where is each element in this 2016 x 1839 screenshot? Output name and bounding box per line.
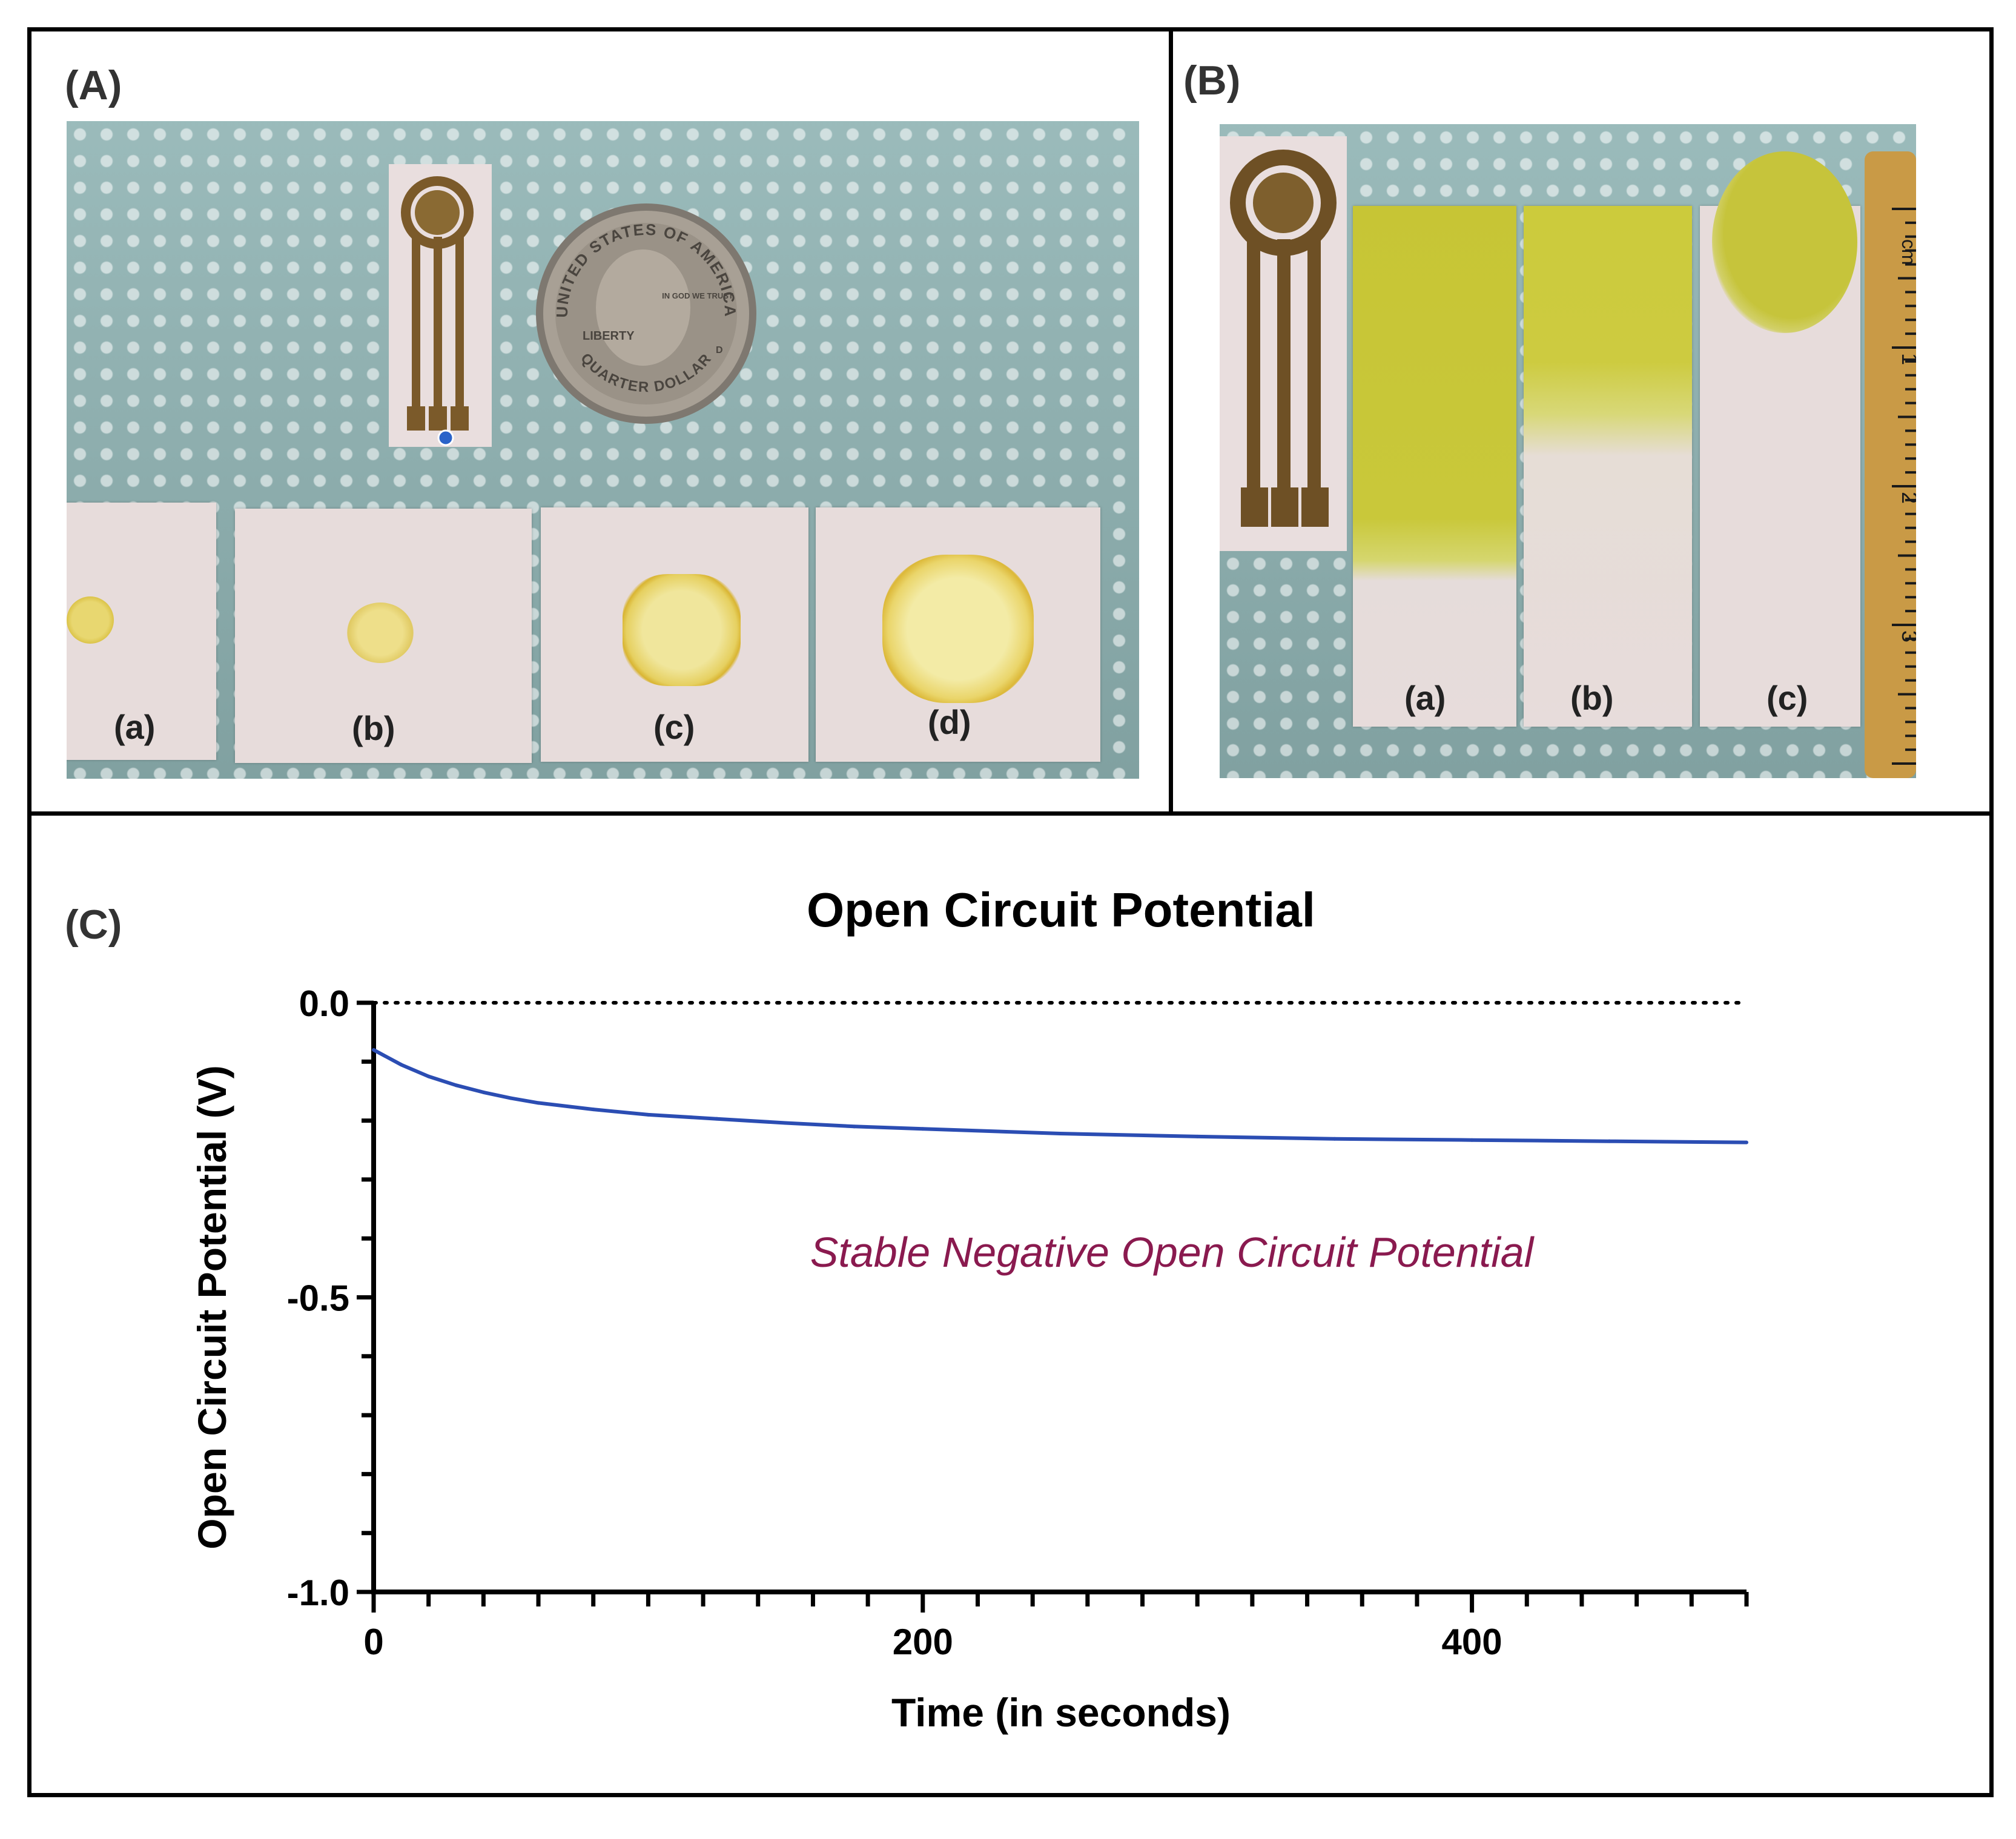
panel-a-photo: UNITED STATES OF AMERICA QUARTER DOLLAR …: [67, 121, 1139, 779]
y-tick-label: -0.5: [287, 1278, 349, 1319]
data-point: [784, 1121, 788, 1125]
data-point: [509, 1096, 513, 1100]
data-point: [1058, 1132, 1062, 1136]
stain-strip-c: [1712, 151, 1857, 333]
data-point: [646, 1112, 650, 1117]
strip-sample-b: (b): [1524, 206, 1692, 727]
paper-sample-a: (a): [67, 503, 216, 760]
data-point: [1332, 1137, 1337, 1141]
sensor-electrode: [389, 164, 492, 447]
ruler-mark-1: 1: [1897, 353, 1916, 365]
data-point: [715, 1117, 719, 1121]
panel-a: (A) UNITED STATES OF AMERIC: [27, 27, 1173, 816]
panel-a-label: (A): [65, 62, 122, 108]
y-tick-label: -1.0: [287, 1573, 349, 1613]
paper-sample-d: (d): [816, 507, 1100, 762]
stain-d: [882, 555, 1034, 703]
panel-b-photo: (a) (b) (c) cm 1 2 3: [1220, 124, 1916, 778]
strip-sample-c: (c): [1700, 151, 1860, 727]
chart-annotation: Stable Negative Open Circuit Potential: [810, 1229, 1535, 1276]
paper-sample-c: (c): [541, 507, 808, 762]
y-tick-label: 0.0: [299, 983, 349, 1024]
paper-sample-b: (b): [235, 509, 532, 763]
stain-a: [67, 596, 114, 644]
y-axis-title: Open Circuit Potential (V): [190, 1065, 234, 1549]
x-tick-label: 400: [1442, 1622, 1502, 1662]
ruler-mark-3: 3: [1897, 630, 1916, 642]
panel-b: (B) (a) (b) (c) cm: [1169, 27, 1994, 816]
x-tick-label: 200: [893, 1622, 953, 1662]
label-sample-b: (b): [352, 709, 395, 747]
label-strip-c: (c): [1766, 679, 1808, 717]
x-axis-title: Time (in seconds): [891, 1690, 1231, 1735]
label-sample-a: (a): [114, 708, 156, 746]
strip-sample-a: (a): [1353, 206, 1516, 727]
label-sample-d: (d): [928, 703, 971, 741]
data-point: [1607, 1139, 1611, 1143]
coin-quarter: UNITED STATES OF AMERICA QUARTER DOLLAR …: [536, 203, 756, 424]
coin-motto: IN GOD WE TRUST: [662, 291, 733, 300]
data-point: [1470, 1138, 1474, 1142]
ruler-mark-2: 2: [1897, 492, 1916, 504]
data-point: [852, 1124, 856, 1129]
data-point: [454, 1083, 458, 1088]
data-point: [537, 1101, 541, 1105]
series-line-ocp: [372, 1048, 1747, 1144]
chart-title: Open Circuit Potential: [807, 883, 1315, 937]
data-point: [920, 1127, 925, 1131]
data-point: [426, 1074, 431, 1078]
data-point: [372, 1048, 375, 1052]
data-point: [481, 1090, 486, 1094]
panel-c-label: (C): [65, 902, 122, 948]
data-point: [1745, 1140, 1748, 1144]
ruler: cm 1 2 3: [1865, 151, 1916, 778]
ruler-unit: cm: [1898, 239, 1916, 265]
data-point: [399, 1063, 403, 1067]
coin-left-text: LIBERTY: [583, 329, 635, 343]
coin-mint: D: [716, 345, 723, 355]
data-point: [591, 1108, 595, 1112]
panel-b-label: (B): [1183, 58, 1241, 104]
label-strip-b: (b): [1570, 679, 1614, 717]
panel-c: (C): [27, 811, 1994, 1797]
label-strip-a: (a): [1404, 679, 1446, 717]
x-tick-label: 0: [363, 1622, 383, 1662]
stain-b: [347, 603, 414, 663]
label-sample-c: (c): [653, 708, 695, 746]
sensor-electrode-b: [1220, 136, 1347, 551]
stain-c: [623, 574, 741, 686]
data-point: [1195, 1134, 1200, 1138]
